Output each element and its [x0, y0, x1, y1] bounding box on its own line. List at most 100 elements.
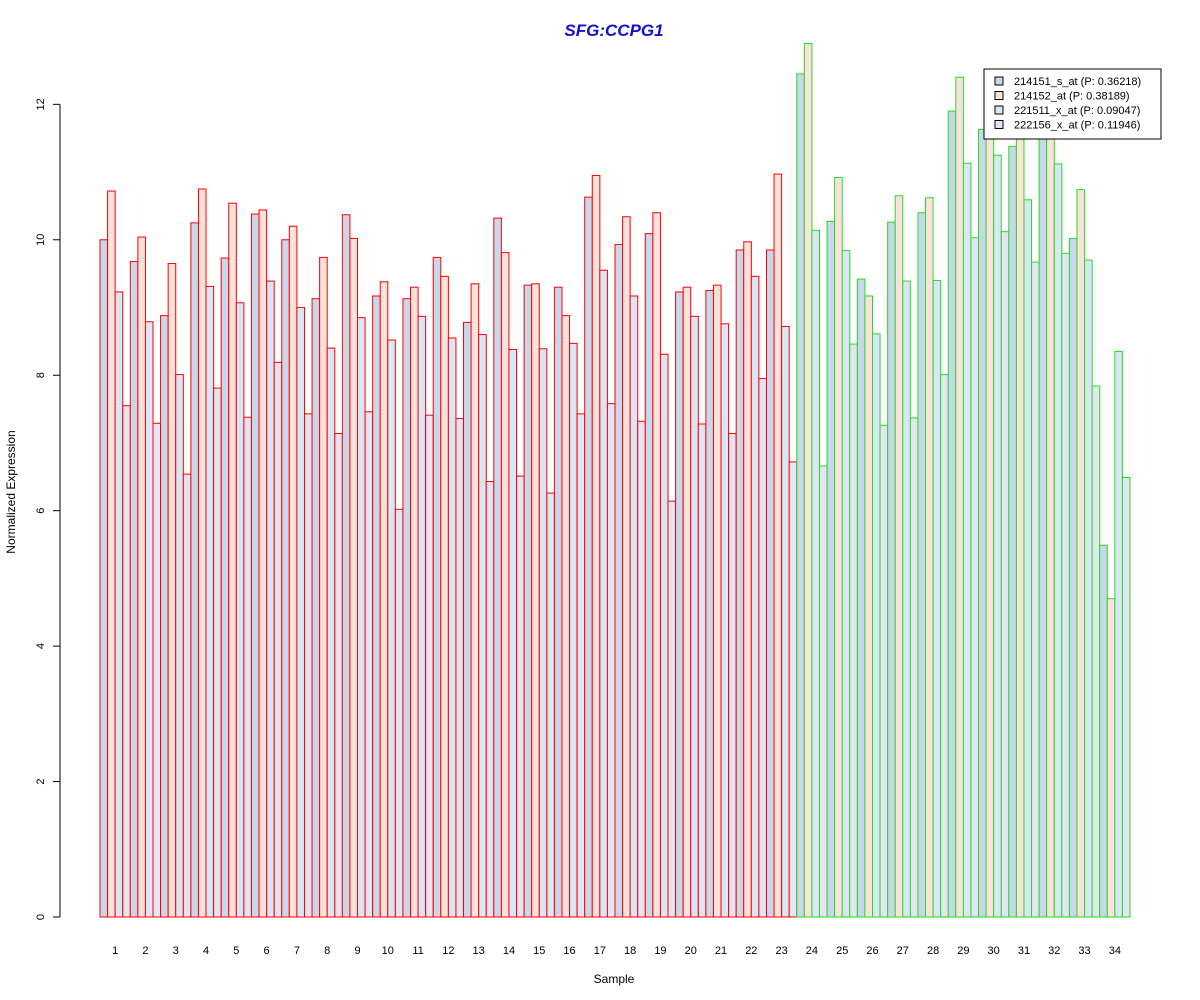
x-axis-title: Sample [594, 972, 635, 986]
x-tick-label: 16 [563, 945, 575, 957]
x-tick-label: 10 [382, 945, 394, 957]
bar [516, 475, 525, 918]
bar [281, 239, 290, 918]
bar [311, 298, 321, 918]
bar [470, 283, 480, 918]
x-tick-label: 9 [354, 945, 360, 957]
x-tick-label: 30 [988, 945, 1000, 957]
y-tick-label: 10 [35, 234, 47, 246]
x-tick-label: 24 [806, 945, 818, 957]
bar [1061, 252, 1070, 918]
bar [152, 422, 162, 918]
bar [478, 334, 487, 918]
bar [326, 347, 336, 918]
y-tick-label: 4 [35, 643, 47, 649]
bar [856, 278, 866, 918]
bar [1091, 385, 1101, 918]
bar [955, 76, 964, 918]
bar [1076, 189, 1086, 918]
bar [334, 432, 343, 918]
y-axis: 0 2 4 6 8 10 12 [35, 98, 61, 920]
x-tick-label: 20 [685, 945, 697, 957]
x-tick-label: 26 [866, 945, 878, 957]
bar [962, 162, 972, 918]
x-tick-label: 19 [654, 945, 666, 957]
bar [341, 214, 351, 918]
bar [978, 128, 987, 918]
bar [402, 298, 412, 918]
bar [372, 295, 381, 918]
bar [576, 413, 586, 918]
x-tick-label: 23 [775, 945, 787, 957]
bar [690, 315, 699, 918]
legend-label: 222156_x_at (P: 0.11946) [1014, 120, 1140, 132]
bar [1038, 97, 1048, 918]
y-tick-label: 2 [35, 778, 47, 784]
x-tick-label: 32 [1048, 945, 1060, 957]
bar [531, 283, 540, 918]
legend-label: 214151_s_at (P: 0.36218) [1014, 76, 1141, 88]
legend-label: 221511_x_at (P: 0.09047) [1014, 105, 1140, 117]
bar [985, 97, 995, 918]
bar [523, 284, 533, 918]
y-tick-label: 0 [35, 914, 47, 920]
legend-swatch [994, 105, 1004, 115]
bar [932, 279, 942, 918]
bar [1023, 199, 1033, 918]
bar [781, 325, 790, 918]
y-tick-label: 8 [35, 372, 47, 378]
x-tick-label: 13 [473, 945, 485, 957]
bar [697, 423, 707, 918]
bar [553, 286, 563, 918]
x-tick-label: 22 [745, 945, 757, 957]
bar [796, 73, 805, 918]
bar [675, 291, 684, 918]
x-tick-label: 8 [324, 945, 330, 957]
bar [432, 256, 442, 918]
bar [235, 302, 245, 918]
y-axis-title: Normalized Expression [4, 430, 18, 553]
bar [644, 233, 654, 918]
x-tick-label: 29 [957, 945, 969, 957]
bar [652, 212, 661, 918]
bar [508, 348, 518, 918]
bar [705, 290, 714, 918]
bar [993, 154, 1002, 918]
bar [213, 387, 222, 918]
legend-box [983, 68, 1162, 140]
bar [606, 403, 616, 918]
bar [319, 256, 328, 918]
bar [826, 220, 836, 918]
bar [228, 202, 237, 918]
bar [1046, 90, 1055, 918]
bar [765, 249, 775, 918]
bar [197, 188, 207, 918]
bar [394, 508, 404, 918]
bar [1068, 237, 1078, 918]
bar [190, 222, 199, 918]
bar [500, 252, 510, 918]
bar [637, 420, 646, 918]
x-tick-label: 33 [1078, 945, 1090, 957]
x-tick-label: 25 [836, 945, 848, 957]
bar [137, 236, 146, 918]
x-tick-label: 6 [264, 945, 270, 957]
bar [349, 237, 358, 918]
bar [1106, 598, 1116, 918]
bar [463, 321, 472, 918]
bar [1084, 259, 1093, 918]
legend-swatch [994, 120, 1004, 129]
bar [894, 195, 904, 918]
bar [712, 284, 722, 918]
bar [114, 291, 124, 918]
bar [584, 196, 593, 918]
x-tick-label: 4 [203, 945, 209, 957]
bar [1015, 103, 1025, 918]
y-tick-label: 6 [35, 508, 47, 514]
x-tick-label: 11 [412, 945, 423, 957]
bar [788, 461, 798, 918]
bar [485, 481, 495, 918]
bar [970, 237, 980, 918]
bar [144, 321, 154, 918]
